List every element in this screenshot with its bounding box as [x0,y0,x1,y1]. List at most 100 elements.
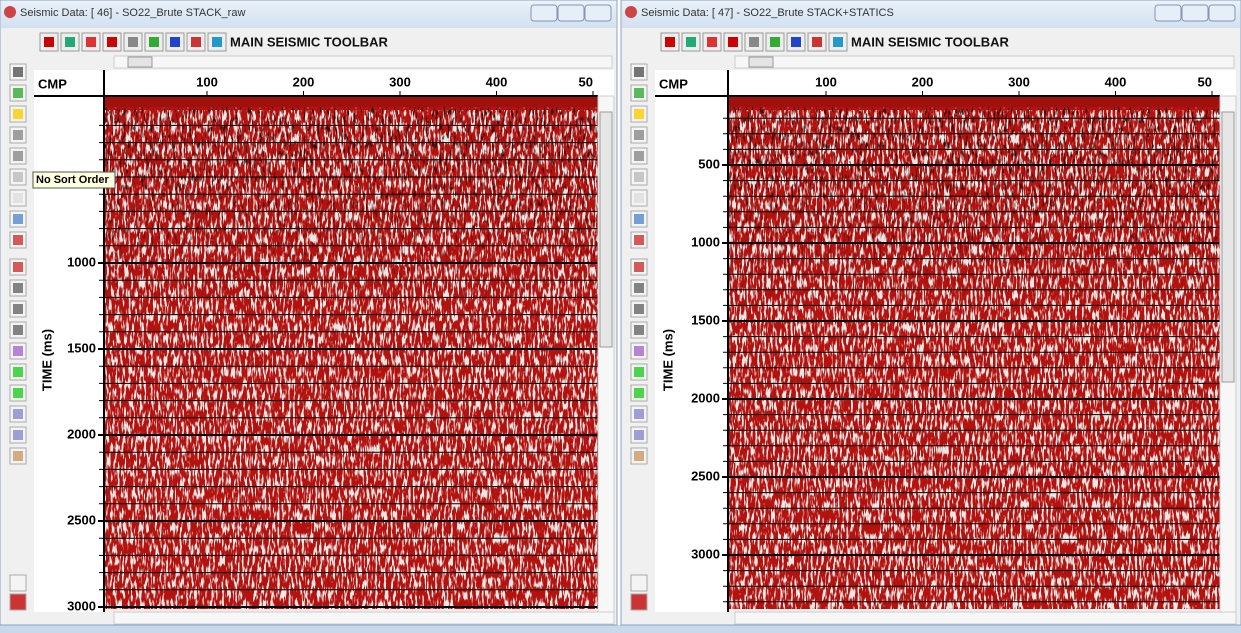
horizontal-scrollbar[interactable] [114,56,612,68]
axis-header [655,70,1236,96]
side-tool-icon [13,451,23,461]
y-tick-label: 1000 [691,234,720,249]
side-tool-icon [13,67,23,77]
toolbar-icon [812,37,822,47]
window-close-button[interactable] [585,5,611,21]
window-title: Seismic Data: [ 47] - SO22_Brute STACK+S… [641,7,894,19]
side-tool-icon [13,262,23,272]
y-tick-label: 1500 [67,340,96,355]
side-tool-icon [13,214,23,224]
side-tool-icon [634,214,644,224]
toolbar-icon [212,37,222,47]
side-tool-icon [634,283,644,293]
side-tool-icon [634,388,644,398]
x-tick-label: 50 [1198,74,1212,89]
side-tool-icon [13,325,23,335]
window-max-button[interactable] [1182,5,1208,21]
erase-tool[interactable] [631,594,647,610]
y-tick-label: 3000 [691,546,720,561]
window-title: Seismic Data: [ 46] - SO22_Brute STACK_r… [20,7,245,19]
toolbar-icon [170,37,180,47]
side-tool-icon [634,67,644,77]
side-tool-icon [13,109,23,119]
screen: Seismic Data: [ 46] - SO22_Brute STACK_r… [0,0,1241,633]
window-min-button[interactable] [531,5,557,21]
toolbar-icon [191,37,201,47]
side-tool-icon [13,88,23,98]
scroll-thumb[interactable] [1222,112,1234,382]
y-tick-label: 2000 [67,426,96,441]
side-tool-icon [634,109,644,119]
side-tool-icon [634,430,644,440]
side-tool-icon [13,235,23,245]
side-tool-icon [13,409,23,419]
x-tick-label: 50 [579,74,593,89]
x-tick-label: 100 [815,74,837,89]
toolbar-icon [791,37,801,47]
pointer-tool[interactable] [10,575,26,591]
side-tool-icon [634,304,644,314]
side-tool-icon [13,172,23,182]
horizontal-scrollbar[interactable] [735,56,1234,68]
erase-tool[interactable] [10,594,26,610]
y-tick-label: 3000 [67,598,96,613]
toolbar-icon [707,37,717,47]
seismic-top-band [729,97,1220,107]
y-axis-label: TIME (ms) [660,329,675,391]
axis-header [34,70,614,96]
x-tick-label: 300 [389,74,411,89]
y-tick-label: 500 [698,156,720,171]
taskbar [0,625,1241,633]
x-tick-label: 300 [1008,74,1030,89]
toolbar-icon [833,37,843,47]
toolbar-icon [728,37,738,47]
toolbar-label: MAIN SEISMIC TOOLBAR [230,34,389,49]
x-axis-label: CMP [38,76,67,91]
side-tool-icon [634,172,644,182]
toolbar-icon [686,37,696,47]
side-tool-icon [13,388,23,398]
side-tool-icon [13,430,23,440]
side-tool-icon [634,235,644,245]
x-tick-label: 400 [486,74,508,89]
x-tick-label: 200 [912,74,934,89]
toolbar-icon [107,37,117,47]
y-tick-label: 1500 [691,312,720,327]
side-tool-icon [634,151,644,161]
toolbar-icon [149,37,159,47]
window: Seismic Data: [ 46] - SO22_Brute STACK_r… [0,0,617,625]
side-tool-icon [13,151,23,161]
toolbar-icon [665,37,675,47]
side-tool-icon [13,130,23,140]
window-close-button[interactable] [1209,5,1235,21]
scroll-thumb[interactable] [128,57,152,67]
y-tick-label: 2500 [691,468,720,483]
side-tool-icon [634,451,644,461]
app-icon [625,6,637,18]
seismic-image [723,97,1220,609]
scroll-thumb[interactable] [749,57,773,67]
x-tick-label: 400 [1105,74,1127,89]
app-icon [4,6,16,18]
side-tool-icon [634,409,644,419]
bottom-scrollbar[interactable] [735,612,1236,624]
window-max-button[interactable] [558,5,584,21]
side-tool-icon [634,346,644,356]
side-tool-icon [634,367,644,377]
side-tool-icon [634,130,644,140]
pointer-tool[interactable] [631,575,647,591]
toolbar-icon [65,37,75,47]
tooltip: No Sort Order [36,174,109,186]
side-tool-icon [13,346,23,356]
y-tick-label: 2500 [67,512,96,527]
x-axis-label: CMP [659,76,688,91]
bottom-scrollbar[interactable] [114,612,614,624]
window-min-button[interactable] [1155,5,1181,21]
toolbar-icon [749,37,759,47]
seismic-top-band [105,97,598,107]
seismic-image [99,97,598,609]
scroll-thumb[interactable] [600,112,612,347]
toolbar-icon [128,37,138,47]
x-tick-label: 100 [196,74,218,89]
side-tool-icon [13,283,23,293]
